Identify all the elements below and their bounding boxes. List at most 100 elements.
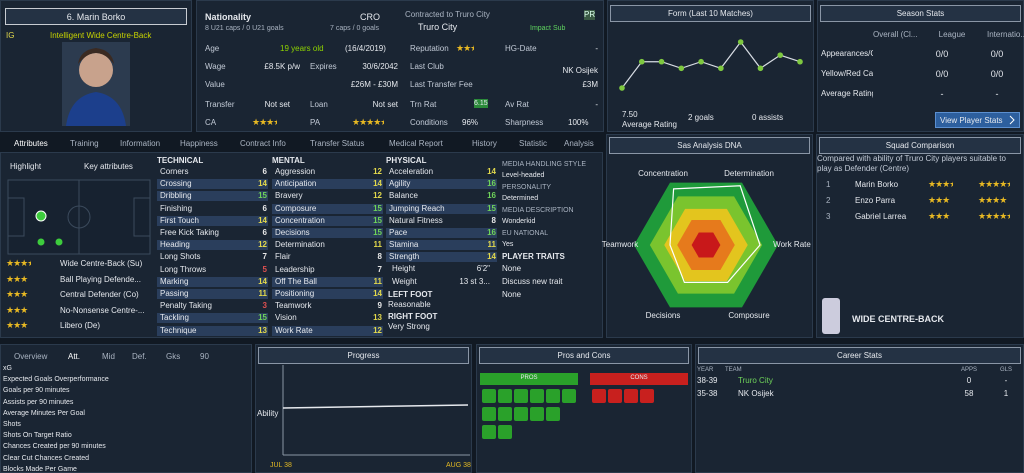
star-rating: ★★★: [6, 320, 28, 330]
pro-icon: [530, 407, 544, 421]
attribute-name: Vision: [275, 313, 297, 323]
form-point: [698, 58, 704, 65]
role-description: Intelligent Wide Centre-Back: [50, 31, 152, 40]
label: Internatio...: [986, 30, 1024, 39]
tab[interactable]: Transfer Status: [310, 139, 365, 148]
dna-shape: [669, 185, 761, 284]
label: Reasonable: [388, 300, 431, 309]
label: Goals per 90 minutes: [3, 387, 70, 395]
attribute-name: Heading: [157, 240, 268, 251]
star-rating: ★★★: [928, 195, 950, 205]
dna-axis-label: Determination: [724, 168, 774, 178]
attribute-name: Dribbling: [157, 191, 268, 202]
dna-axis-label: Decisions: [645, 311, 681, 320]
label: £8.5K p/w: [264, 62, 300, 71]
label: JUL 38: [270, 462, 292, 469]
attribute-name: Passing: [157, 289, 268, 299]
attribute-value: 15: [487, 203, 496, 213]
attribute-value: 7: [262, 252, 267, 262]
tab[interactable]: Medical Report: [389, 139, 443, 148]
tab[interactable]: Gks: [166, 352, 181, 361]
label: 30/6/2042: [362, 62, 398, 71]
dna-axis-label: Work Rate: [773, 240, 811, 249]
tab[interactable]: Mid: [102, 352, 115, 361]
view-stats-button[interactable]: [935, 112, 1020, 128]
career-header[interactable]: [698, 347, 1021, 364]
label: PHYSICAL: [386, 156, 427, 165]
label: TECHNICAL: [157, 156, 204, 165]
tab[interactable]: Def.: [132, 352, 147, 361]
label: Discuss new trait: [502, 277, 563, 286]
panel-title: Form (Last 10 Matches): [668, 9, 753, 18]
tab[interactable]: Analysis: [564, 139, 594, 148]
attribute-value: 8: [491, 215, 496, 225]
label: GLS: [999, 367, 1012, 373]
label: PA: [310, 118, 321, 127]
dropdown[interactable]: Key attributes: [84, 162, 133, 171]
attribute-name: Technique: [157, 325, 268, 336]
attribute-value: 8: [377, 252, 382, 262]
attribute-value: 15: [373, 215, 382, 225]
profile-panel: [196, 0, 604, 132]
name-box[interactable]: [5, 8, 187, 25]
label: £3M: [582, 80, 598, 89]
label: Blocks Made Per Game: [3, 465, 77, 473]
attribute-name: Natural Fitness: [389, 215, 443, 225]
attribute-name: Determination: [275, 240, 325, 250]
tab[interactable]: Statistic: [519, 139, 548, 148]
star-rating: ★★★: [928, 211, 950, 221]
attribute-name: Composure: [272, 203, 383, 214]
label: Trn Rat: [410, 100, 437, 109]
tab[interactable]: Happiness: [180, 139, 218, 148]
label: Weight: [392, 277, 417, 286]
tab[interactable]: History: [472, 139, 497, 148]
tab[interactable]: Attributes: [14, 139, 48, 148]
tab[interactable]: Information: [120, 139, 161, 148]
label: 1: [826, 180, 831, 189]
tab[interactable]: Training: [70, 139, 99, 148]
label: 58: [964, 389, 974, 398]
label: 0/0: [935, 49, 949, 59]
label: MENTAL: [272, 156, 305, 165]
attribute-name: Anticipation: [272, 179, 383, 190]
label: Clear Cut Chances Created: [3, 454, 89, 462]
label: Last Transfer Fee: [410, 80, 473, 89]
label: NK Osijek: [562, 66, 598, 75]
form-point: [757, 65, 764, 72]
pros-cons-header[interactable]: [479, 347, 689, 364]
attribute-name: Leadership: [275, 264, 315, 274]
attribute-value: 14: [258, 179, 267, 189]
pro-icon: [514, 407, 528, 421]
attribute-name: Work Rate: [272, 325, 383, 336]
attribute-value: 12: [373, 167, 382, 176]
label: 0/0: [990, 49, 1004, 59]
attribute-value: 14: [487, 252, 496, 262]
label: CRO: [360, 12, 380, 22]
position-icon: [822, 298, 840, 334]
form-point: [658, 58, 665, 65]
pitch-circle: [67, 205, 91, 229]
tab[interactable]: Overview: [14, 352, 48, 361]
button-label[interactable]: View Player Stats: [940, 116, 1003, 125]
label: 13 st 3...: [459, 277, 490, 286]
label: Determined: [502, 195, 539, 202]
form-point: [638, 58, 645, 65]
dropdown[interactable]: Highlight: [10, 162, 42, 171]
label: Gabriel Larrea: [855, 212, 907, 221]
tab[interactable]: 90: [200, 352, 209, 361]
label: Shots On Target Ratio: [3, 432, 72, 440]
tab[interactable]: Contract Info: [240, 139, 286, 148]
attribute-name: Jumping Reach: [386, 203, 497, 214]
attribute-value: 3: [262, 301, 267, 311]
label: Wonderkid: [502, 218, 536, 225]
label: NK Osijek: [738, 389, 774, 398]
label: Impact Sub: [530, 25, 566, 32]
label: WIDE CENTRE-BACK: [852, 314, 944, 324]
progress-header[interactable]: [258, 347, 469, 364]
label: 3: [826, 212, 831, 221]
tab[interactable]: Att.: [68, 352, 81, 361]
label: Appearances/Go...: [821, 49, 873, 58]
label: 7 caps / 0 goals: [330, 25, 380, 32]
form-header: [610, 5, 811, 22]
